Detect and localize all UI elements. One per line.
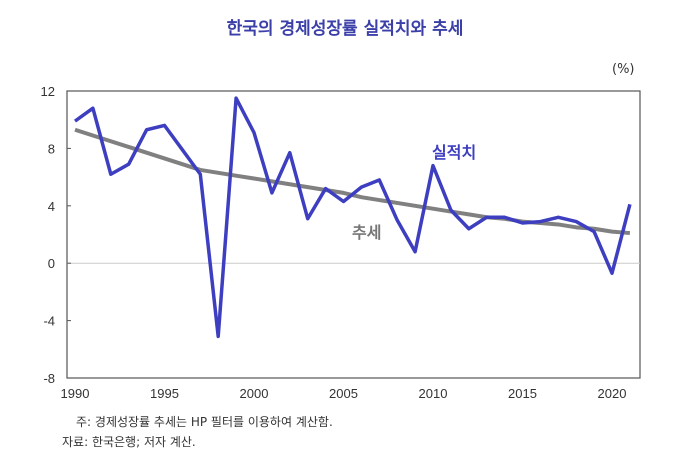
series-label-trend: 추세 bbox=[352, 223, 381, 242]
x-tick-label: 2010 bbox=[419, 386, 448, 401]
series-line-trend bbox=[74, 127, 631, 236]
y-tick-label: 8 bbox=[48, 141, 55, 156]
note-text: 주: 경제성장률 추세는 HP 필터를 이용하여 계산함. bbox=[76, 415, 333, 429]
y-tick-label: 0 bbox=[48, 256, 55, 271]
series-line-actual bbox=[73, 96, 632, 339]
plot-frame bbox=[66, 90, 641, 379]
y-tick-label: -8 bbox=[43, 371, 55, 386]
y-tick-label: 12 bbox=[41, 84, 55, 99]
chart-title: 한국의 경제성장률 실적치와 추세 bbox=[226, 19, 464, 39]
x-tick-label: 1990 bbox=[61, 386, 90, 401]
x-tick-label: 2000 bbox=[240, 386, 269, 401]
y-tick-label: 4 bbox=[48, 199, 55, 214]
x-tick-label: 2005 bbox=[329, 386, 358, 401]
x-tick-label: 2015 bbox=[508, 386, 537, 401]
source-text: 자료: 한국은행; 저자 계산. bbox=[62, 435, 196, 449]
unit-label: (%) bbox=[612, 62, 635, 77]
x-tick-label: 1995 bbox=[150, 386, 179, 401]
y-tick-label: -4 bbox=[43, 314, 55, 329]
series-label-actual: 실적치 bbox=[432, 143, 476, 162]
x-tick-label: 2020 bbox=[598, 386, 627, 401]
